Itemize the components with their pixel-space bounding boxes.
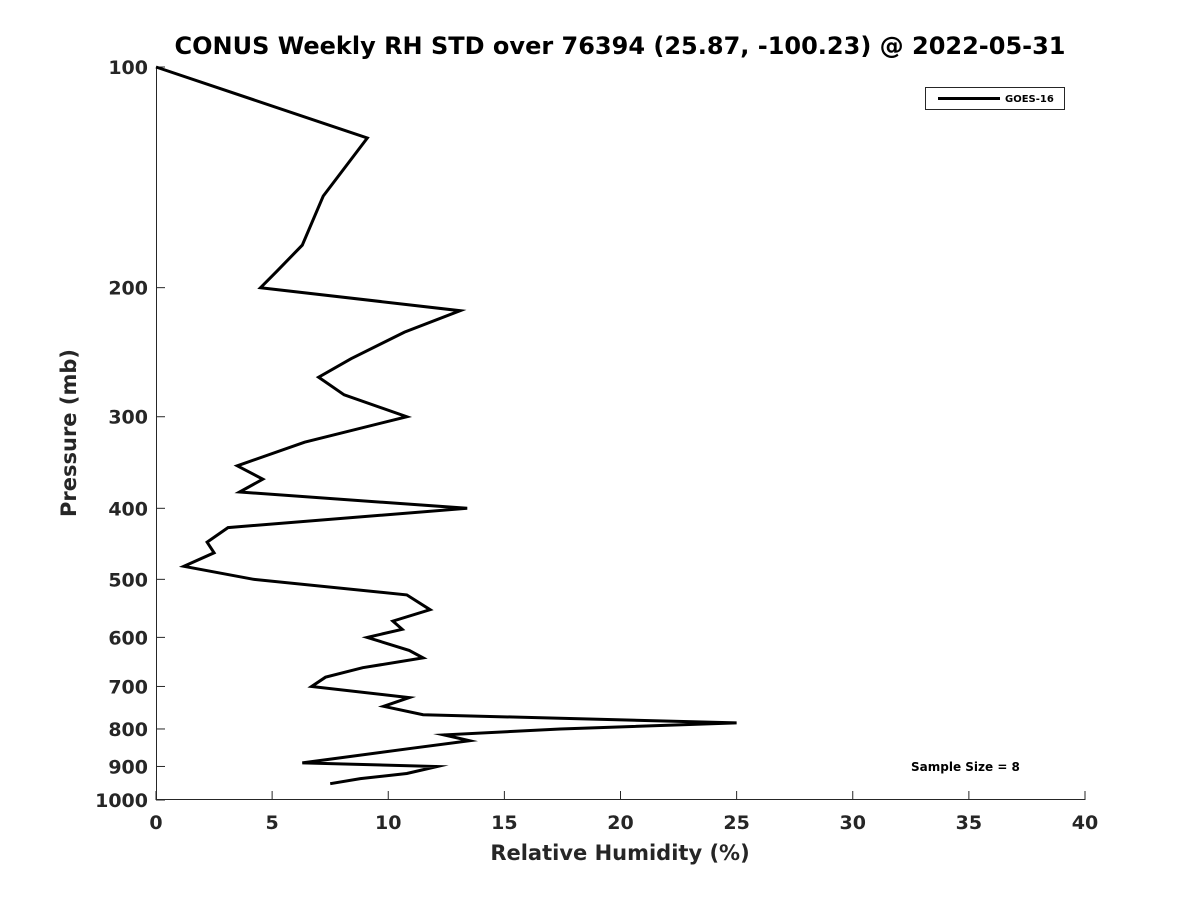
sample-size-annotation: Sample Size = 8 bbox=[911, 760, 1020, 774]
series-layer bbox=[155, 65, 737, 786]
legend: GOES-16 bbox=[925, 87, 1065, 110]
y-tick-label: 800 bbox=[108, 719, 148, 741]
x-tick-label: 35 bbox=[956, 812, 982, 834]
y-tick-label: 1000 bbox=[95, 790, 148, 812]
chart-title: CONUS Weekly RH STD over 76394 (25.87, -… bbox=[174, 32, 1065, 60]
y-tick-label: 400 bbox=[108, 498, 148, 520]
x-axis-label: Relative Humidity (%) bbox=[490, 841, 749, 865]
y-tick-label: 100 bbox=[108, 57, 148, 79]
x-tick-label: 40 bbox=[1072, 812, 1098, 834]
y-tick-label: 600 bbox=[108, 627, 148, 649]
y-tick-label: 300 bbox=[108, 407, 148, 429]
y-ticks: 100 200 300 400 500 600 700 800 900 1000 bbox=[95, 57, 165, 812]
y-axis-label: Pressure (mb) bbox=[57, 349, 81, 517]
x-tick-label: 15 bbox=[491, 812, 517, 834]
x-tick-label: 0 bbox=[149, 812, 162, 834]
y-tick-label: 900 bbox=[108, 756, 148, 778]
x-tick-label: 30 bbox=[840, 812, 866, 834]
legend-label-goes-16: GOES-16 bbox=[1005, 94, 1054, 105]
y-tick-label: 500 bbox=[108, 569, 148, 591]
series-line-goes-16 bbox=[155, 65, 737, 786]
y-tick-label: 700 bbox=[108, 676, 148, 698]
x-tick-label: 25 bbox=[723, 812, 749, 834]
x-tick-label: 10 bbox=[375, 812, 401, 834]
plot-area: 0 5 10 15 20 25 30 35 40 100 200 300 400 500 600 700 80… bbox=[95, 57, 1098, 834]
x-tick-label: 5 bbox=[266, 812, 279, 834]
y-tick-label: 200 bbox=[108, 278, 148, 300]
x-ticks: 0 5 10 15 20 25 30 35 40 bbox=[149, 791, 1098, 834]
x-tick-label: 20 bbox=[607, 812, 633, 834]
